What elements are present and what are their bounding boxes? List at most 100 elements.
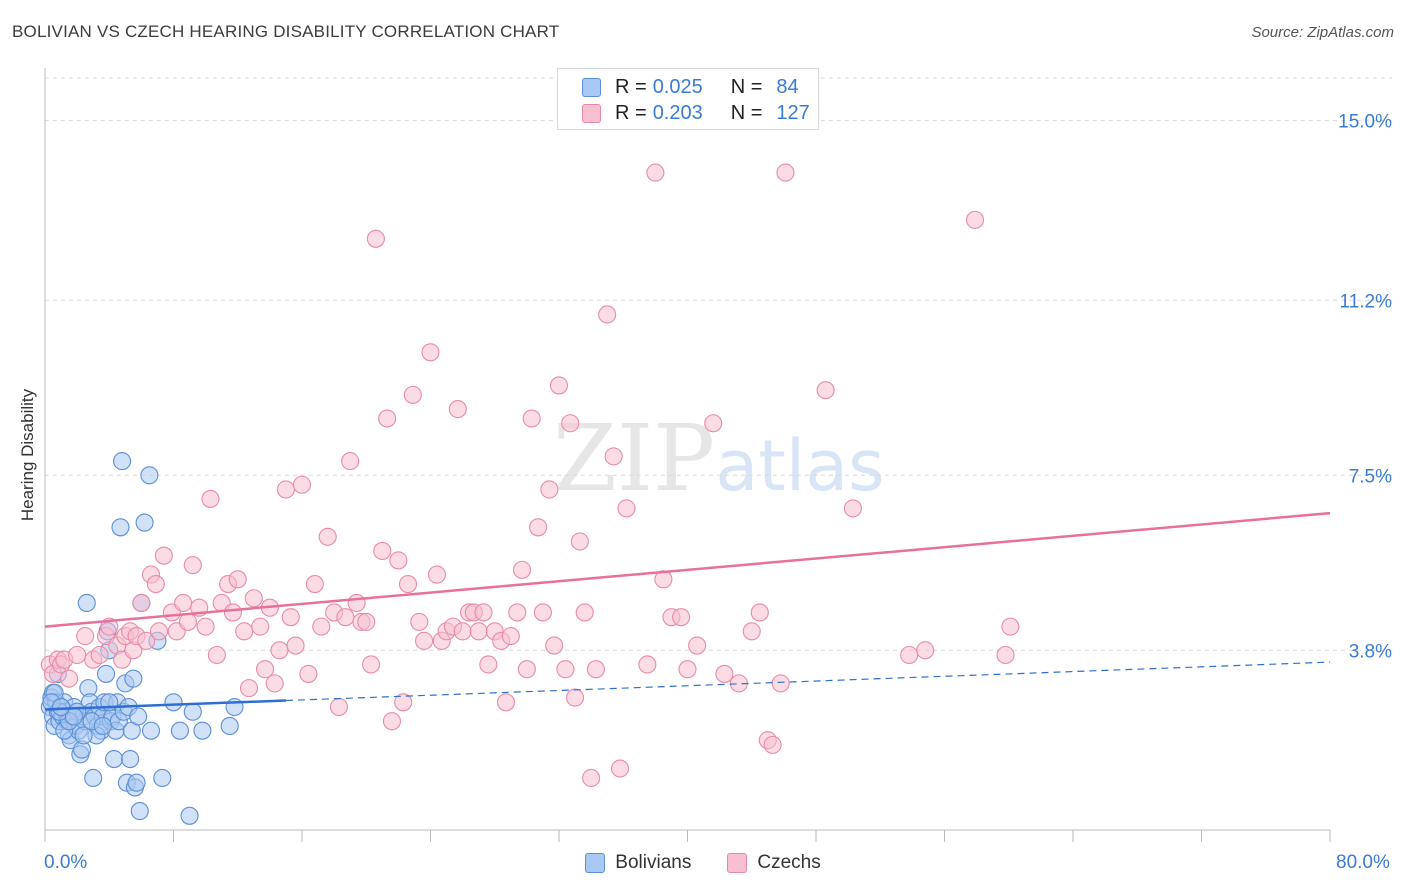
czechs-point — [149, 622, 169, 641]
legend-item-bolivians[interactable]: Bolivians — [585, 852, 691, 874]
czechs-point — [582, 768, 601, 788]
n-label: N = — [730, 101, 763, 124]
czechs-point — [453, 622, 472, 641]
czechs-point — [448, 400, 467, 419]
czechs-point — [299, 664, 318, 683]
czechs-point — [235, 622, 254, 641]
czechs-point — [479, 655, 498, 674]
czechs-point — [427, 565, 446, 584]
bolivians-point — [93, 716, 112, 735]
czechs-point — [598, 305, 617, 324]
r-label: R = — [615, 75, 647, 98]
czechs-point — [251, 617, 270, 636]
czechs-point — [575, 603, 594, 622]
czechs-point — [265, 674, 284, 693]
czechs-point — [137, 631, 156, 650]
czechs-point — [228, 570, 247, 589]
czechs-point — [638, 655, 657, 674]
czechs-point — [529, 518, 548, 537]
czechs-point — [508, 603, 527, 622]
czechs-point — [201, 489, 220, 508]
czechs-point — [318, 527, 337, 546]
bolivians-trend-extension — [285, 661, 1331, 702]
czechs-point — [382, 712, 402, 731]
stats-row-czechs: R = 0.203 N = 127 — [582, 100, 810, 126]
czechs-point — [610, 759, 630, 778]
bolivians-point — [84, 768, 103, 788]
bolivians-point — [183, 702, 202, 721]
y-axis-label: Hearing Disability — [18, 388, 37, 522]
bolivians-point — [105, 750, 124, 769]
bolivians-point — [130, 802, 149, 821]
legend-item-czechs[interactable]: Czechs — [727, 852, 821, 874]
czechs-point — [916, 641, 935, 660]
czechs-point — [586, 660, 605, 679]
czechs-point — [415, 631, 434, 650]
n-value: 127 — [776, 101, 810, 124]
czechs-point — [540, 480, 559, 499]
czechs-point — [742, 622, 761, 641]
czechs-point — [965, 210, 985, 229]
legend-label-czechs: Czechs — [757, 852, 821, 873]
legend-swatch-czechs — [727, 853, 748, 873]
bolivians-point — [140, 466, 159, 485]
czechs-point — [270, 641, 289, 660]
n-label: N = — [730, 75, 763, 98]
czechs-point — [90, 645, 109, 665]
czechs-point — [178, 612, 198, 631]
czechs-point — [566, 688, 585, 707]
czechs-point — [410, 612, 429, 631]
bolivians-point — [170, 721, 189, 740]
czechs-point — [474, 603, 493, 622]
czechs-point — [646, 163, 665, 182]
czechs-point — [688, 636, 707, 655]
czechs-swatch — [582, 103, 601, 123]
czechs-point — [570, 532, 589, 551]
bolivians-point — [141, 721, 161, 740]
czechs-point — [549, 376, 569, 395]
czechs-point — [996, 645, 1015, 665]
czechs-point — [394, 693, 413, 712]
czechs-point — [771, 674, 790, 693]
czechs-point — [469, 622, 488, 641]
watermark-zip: ZIP — [553, 405, 715, 512]
czechs-point — [900, 645, 919, 665]
czechs-point — [357, 612, 376, 631]
source-label: Source: ZipAtlas.com — [1251, 24, 1394, 41]
czechs-point — [312, 617, 331, 636]
bolivians-point — [111, 518, 130, 537]
y-tick-label: 3.8% — [1349, 641, 1392, 662]
czechs-point — [776, 163, 795, 182]
czechs-point — [1001, 617, 1020, 636]
czechs-point — [347, 593, 366, 613]
czechs-point — [329, 697, 348, 717]
czechs-point — [68, 645, 87, 665]
x-tick-label-min: 0.0% — [44, 852, 88, 873]
czechs-point — [672, 608, 691, 627]
czechs-point — [183, 556, 202, 575]
r-value: 0.025 — [652, 75, 703, 98]
czechs-point — [533, 603, 552, 622]
czechs-point — [305, 575, 324, 594]
czechs-point — [561, 414, 580, 433]
czechs-point — [281, 608, 300, 627]
czechs-point — [132, 593, 151, 613]
czechs-point — [715, 664, 734, 683]
bolivians-point — [121, 750, 140, 769]
czechs-point — [174, 593, 193, 613]
czechs-point — [239, 679, 259, 698]
czechs-point — [513, 560, 532, 579]
czechs-point — [276, 480, 295, 499]
czechs-point — [843, 499, 862, 518]
czechs-point — [421, 343, 440, 362]
bolivians-point — [129, 707, 148, 726]
czechs-point — [378, 409, 397, 428]
bolivians-point — [164, 693, 183, 712]
czechs-point — [154, 546, 173, 565]
czechs-point — [292, 475, 312, 494]
czechs-point — [244, 589, 263, 608]
bolivians-point — [127, 773, 146, 792]
czechs-point — [336, 608, 355, 627]
czechs-point — [403, 385, 422, 404]
r-value: 0.203 — [652, 101, 703, 124]
